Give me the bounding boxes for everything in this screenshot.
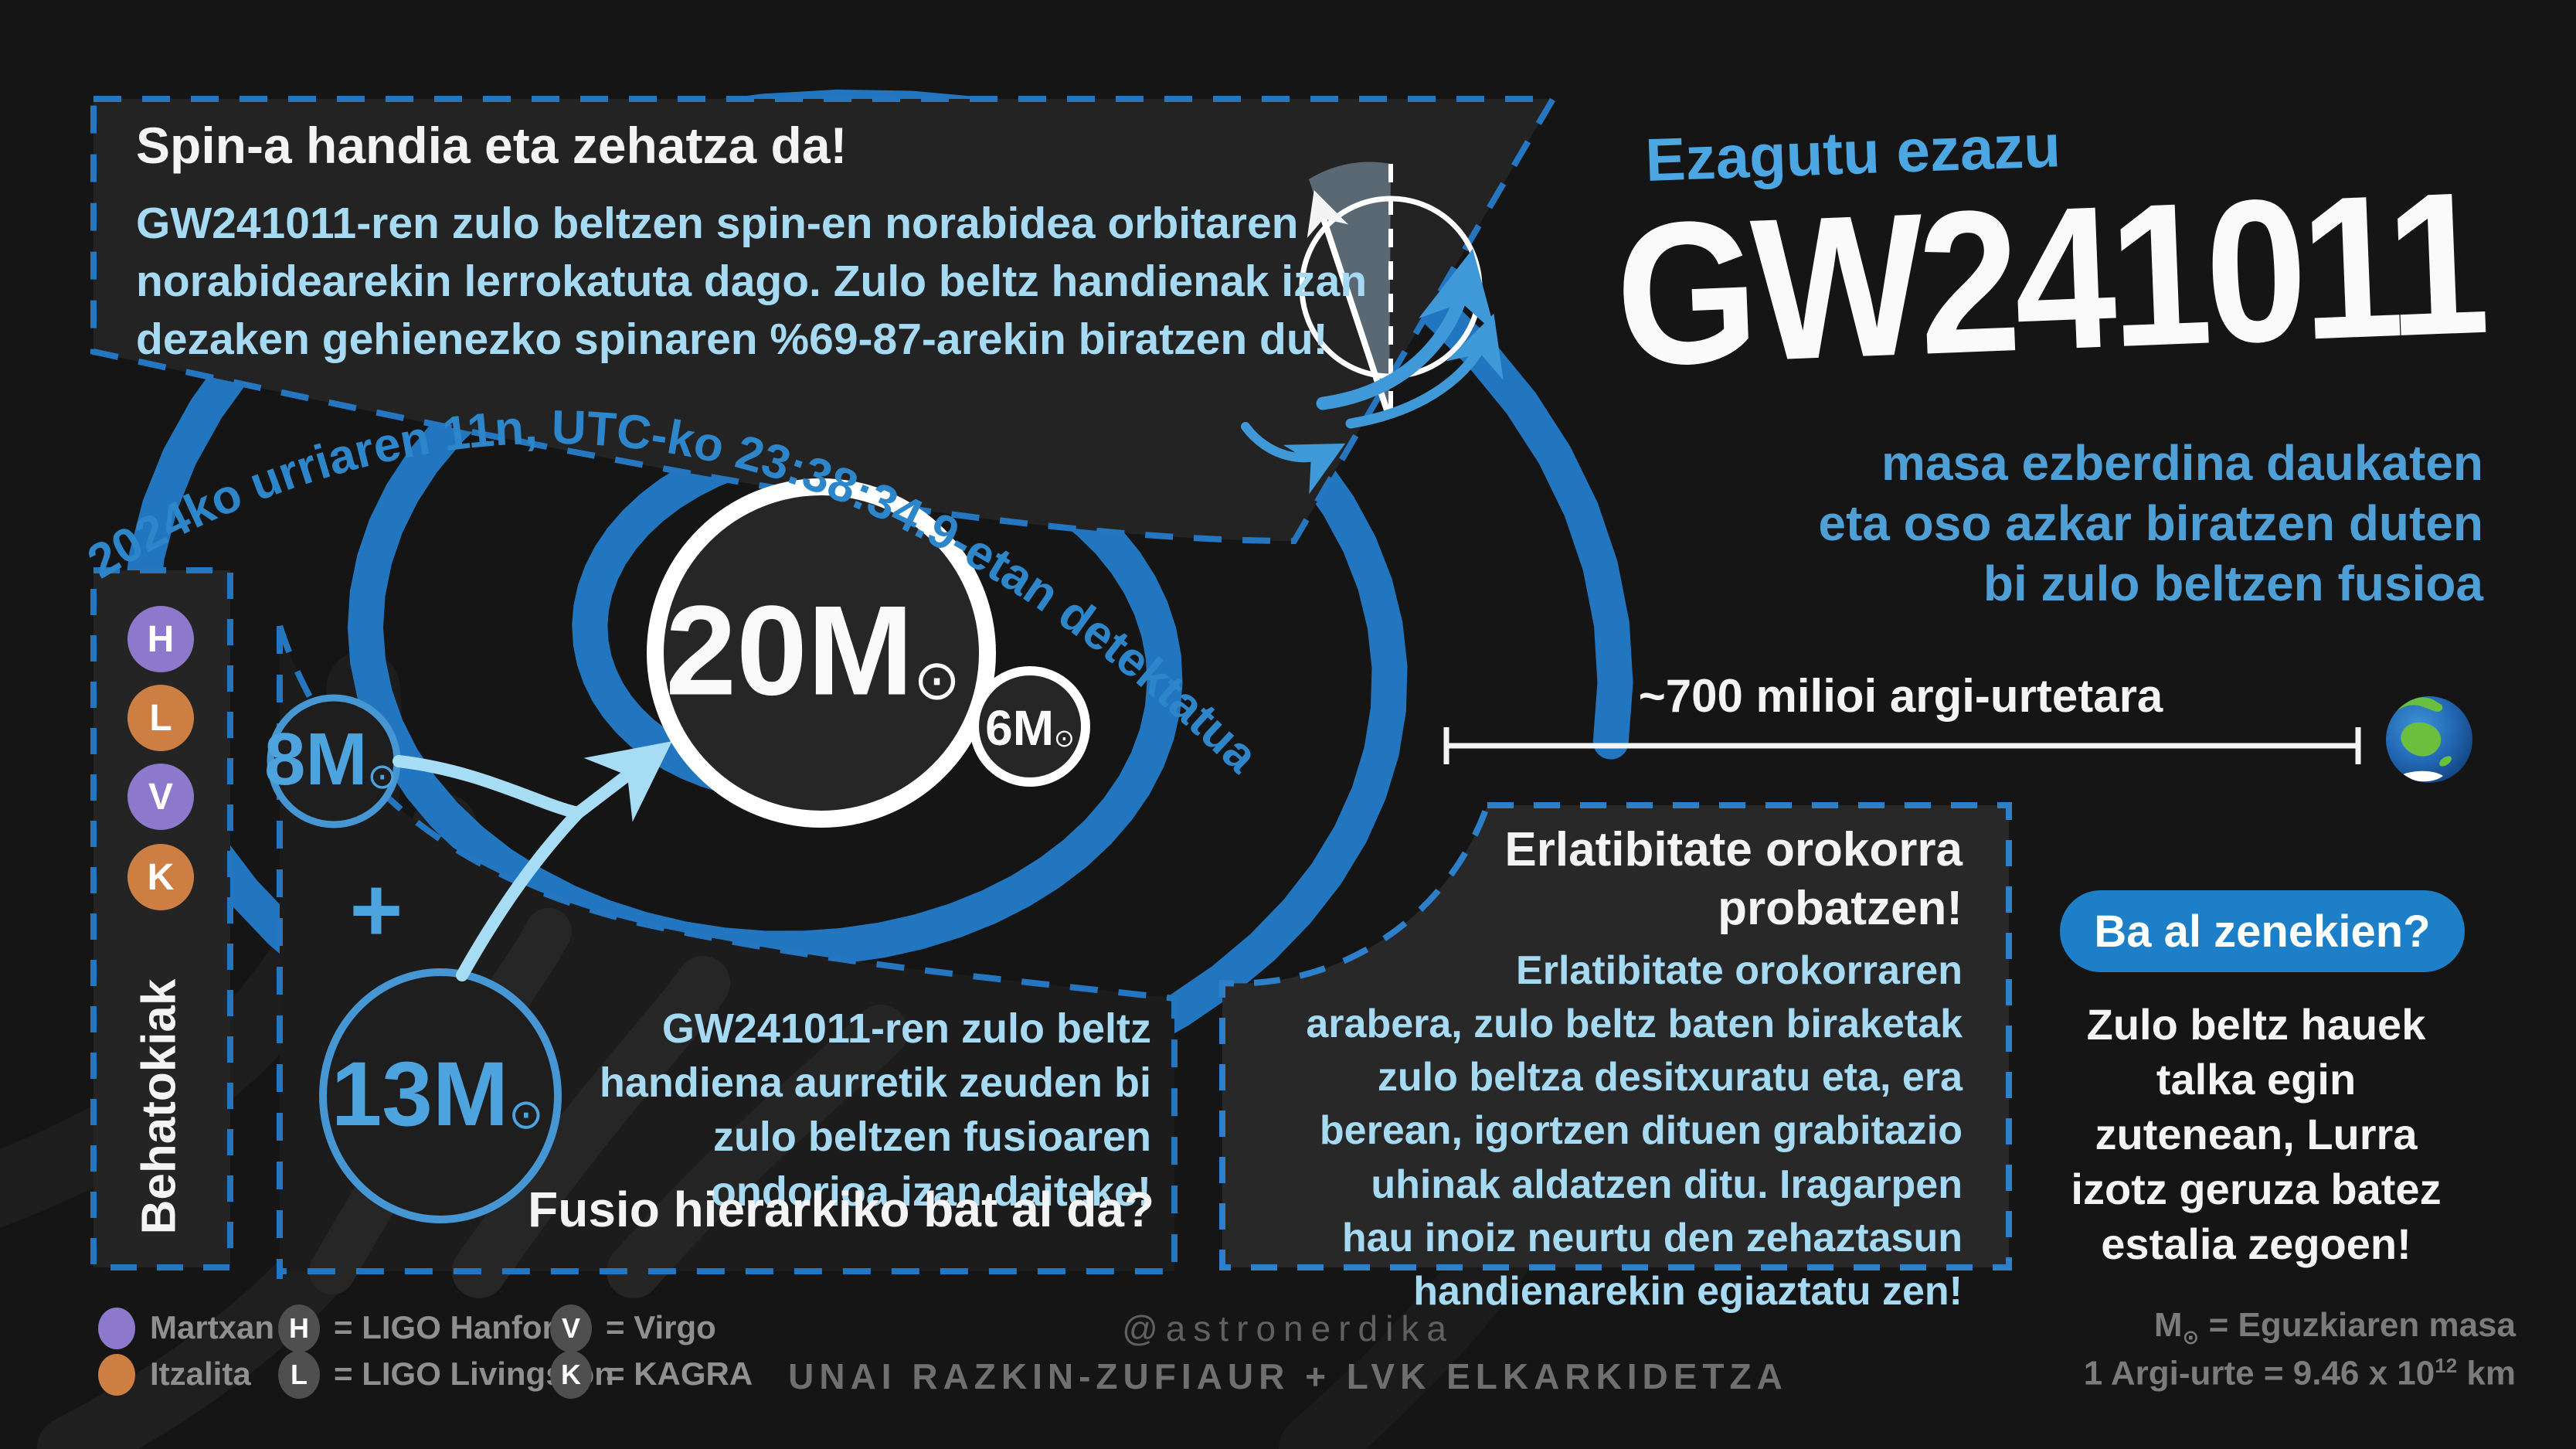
- footnote-light-year: 1 Argi-urte = 9.46 x 1012 km: [2083, 1354, 2516, 1393]
- hierarchical-body: GW241011-ren zulo beltz handiena aurreti…: [599, 1005, 1151, 1215]
- legend-name-H: = LIGO Hanford: [334, 1309, 575, 1345]
- earth-icon: [2386, 696, 2472, 783]
- observatories-label: Behatokiak: [132, 978, 186, 1235]
- relativity-body: Erlatibitate orokorraren arabera, zulo b…: [1306, 948, 1963, 1314]
- observatory-L: L: [127, 685, 194, 751]
- mass-label-13: 13M ⊙: [331, 1049, 544, 1140]
- sun-symbol: ⊙: [1054, 724, 1075, 752]
- legend-dot-retired: [98, 1354, 135, 1396]
- legend-label-retired: Itzalita: [150, 1355, 251, 1392]
- mass-20-value: 20M: [665, 579, 914, 722]
- footnote-solar-mass: M⊙ = Eguzkiaren masa: [2153, 1306, 2516, 1349]
- mass-6-value: 6M: [985, 700, 1055, 756]
- mass-label-6: 6M ⊙: [985, 703, 1075, 753]
- legend-dot-active: [98, 1308, 135, 1349]
- plus-sign: +: [349, 859, 403, 961]
- did-you-know-body: Zulo beltz hauek talka egin zutenean, Lu…: [2071, 1000, 2442, 1269]
- spin-panel: [90, 96, 1558, 545]
- legend-name-K: = KAGRA: [606, 1355, 753, 1392]
- legend-badge-H: H: [278, 1304, 320, 1352]
- hierarchical-question: Fusio hierarkiko bat al da?: [528, 1182, 1154, 1237]
- distance-label: ~700 milioi argi-urtetara: [1638, 670, 2163, 722]
- credit-handle: @astronerdika: [1122, 1308, 1454, 1349]
- mass-label-20: 20M ⊙: [665, 587, 960, 715]
- observatory-K: K: [127, 844, 194, 910]
- observatory-V: V: [127, 764, 194, 830]
- did-you-know-button[interactable]: Ba al zenekien?: [2060, 890, 2465, 972]
- credit-authors: UNAI RAZKIN-ZUFIAUR + LVK ELKARKIDETZA: [788, 1356, 1788, 1396]
- headline-subtitle: masa ezberdina daukaten eta oso azkar bi…: [1818, 435, 2483, 612]
- legend-badge-L: L: [278, 1351, 320, 1399]
- sun-symbol: ⊙: [913, 649, 960, 712]
- sun-symbol: ⊙: [508, 1091, 544, 1138]
- black-hole-20m: [647, 478, 996, 828]
- legend-name-V: = Virgo: [606, 1309, 716, 1345]
- legend-label-active: Martxan: [150, 1309, 275, 1345]
- distance-bar: [1443, 727, 2361, 764]
- mass-13-value: 13M: [331, 1043, 509, 1145]
- spin-diagram: [1241, 162, 1504, 495]
- mass-label-8: 8M ⊙: [264, 723, 397, 797]
- relativity-title: Erlatibitate orokorra probatzen!: [1504, 823, 1963, 935]
- observatory-H: H: [127, 606, 194, 672]
- spin-box-body: GW241011-ren zulo beltzen spin-en norabi…: [136, 199, 1368, 365]
- merge-arrow: [393, 741, 672, 981]
- event-title: GW241011: [1612, 148, 2487, 409]
- mass-8-value: 8M: [264, 718, 368, 801]
- black-hole-6m: [970, 666, 1090, 787]
- spin-box-title: Spin-a handia eta zehatza da!: [136, 117, 848, 174]
- legend-badge-K: K: [550, 1351, 592, 1399]
- black-hole-13m: [319, 968, 562, 1223]
- relativity-box: [1219, 802, 2012, 1270]
- sun-symbol: ⊙: [367, 756, 397, 796]
- legend-badge-V: V: [550, 1304, 592, 1352]
